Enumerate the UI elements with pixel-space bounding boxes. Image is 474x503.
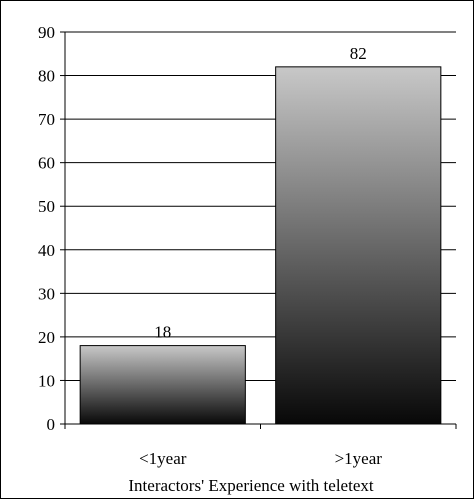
- y-tick-label: 60: [38, 154, 55, 173]
- data-label: 82: [350, 44, 367, 63]
- y-tick-label: 90: [38, 23, 55, 42]
- category-label: >1year: [335, 449, 383, 468]
- y-tick-labels: 0 10 20 30 40 50 60 70 80 90: [38, 23, 55, 434]
- category-label: <1year: [139, 449, 187, 468]
- y-tick-label: 20: [38, 328, 55, 347]
- y-tick-label: 10: [38, 371, 55, 390]
- gridlines: [65, 31, 456, 381]
- y-tick-label: 40: [38, 241, 55, 260]
- x-axis-title: Interactors' Experience with teletext: [128, 476, 373, 495]
- category-labels: <1year >1year: [139, 449, 382, 468]
- y-tick-label: 70: [38, 110, 55, 129]
- data-label: 18: [154, 323, 171, 342]
- bars: [79, 66, 442, 425]
- y-tick-label: 50: [38, 197, 55, 216]
- y-tick-label: 80: [38, 67, 55, 86]
- bar: [275, 66, 442, 425]
- y-tick-label: 30: [38, 284, 55, 303]
- bar: [79, 345, 246, 425]
- axes: [60, 31, 457, 429]
- y-tick-label: 0: [47, 415, 56, 434]
